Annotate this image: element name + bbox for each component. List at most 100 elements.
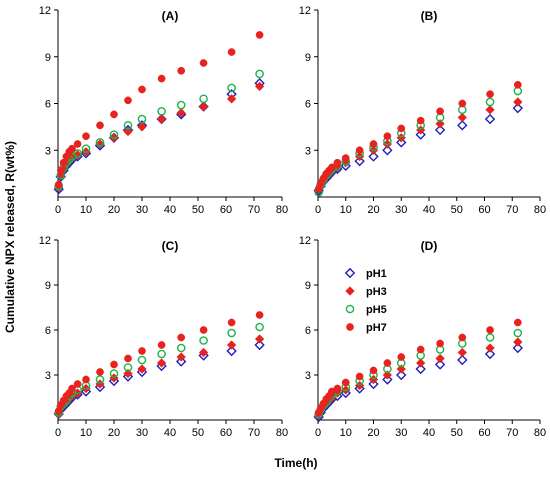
data-point <box>138 347 146 355</box>
data-point <box>137 114 147 124</box>
data-point <box>513 328 523 338</box>
data-point <box>369 140 378 148</box>
data-point <box>486 90 494 99</box>
data-point <box>434 359 446 370</box>
x-tick-label: 0 <box>55 427 61 439</box>
data-point <box>96 121 104 130</box>
data-point <box>383 359 392 367</box>
data-point <box>226 345 237 357</box>
legend-label: pH1 <box>366 268 387 280</box>
series-ph7 <box>54 31 264 189</box>
data-point <box>254 339 265 351</box>
data-point <box>457 112 467 123</box>
data-point <box>95 138 105 147</box>
data-point <box>199 326 208 334</box>
x-tick-label: 20 <box>108 204 120 216</box>
data-point <box>435 119 445 129</box>
data-point <box>333 158 342 167</box>
x-tick-label: 0 <box>315 427 321 439</box>
y-tick-label: 12 <box>39 5 51 17</box>
data-point <box>486 326 494 334</box>
data-point <box>123 368 133 379</box>
data-point <box>484 348 496 360</box>
series-ph7 <box>54 311 264 415</box>
data-point <box>177 333 186 342</box>
x-tick-label: 50 <box>451 204 463 216</box>
y-tick-label: 12 <box>39 235 51 247</box>
data-point <box>81 144 91 153</box>
x-tick-label: 80 <box>534 427 546 439</box>
series-ph3 <box>314 97 523 194</box>
panel-d-label: (D) <box>421 239 438 253</box>
data-point <box>397 124 406 133</box>
data-point <box>458 333 467 342</box>
legend-label: pH7 <box>366 322 387 334</box>
data-point <box>255 322 264 332</box>
y-tick-label: 3 <box>45 370 51 382</box>
data-point <box>157 341 166 349</box>
data-point <box>513 97 523 107</box>
data-point <box>124 354 132 363</box>
x-tick-label: 30 <box>395 427 407 439</box>
data-point <box>176 356 187 367</box>
x-tick-label: 60 <box>478 204 490 216</box>
series-ph5 <box>314 86 523 197</box>
data-point <box>457 354 468 366</box>
data-point <box>416 345 425 354</box>
legend-marker-ph3 <box>345 286 355 296</box>
y-tick-label: 12 <box>299 235 311 247</box>
data-point <box>484 113 496 125</box>
data-point <box>73 149 82 158</box>
y-tick-label: 3 <box>305 145 311 157</box>
x-tick-label: 20 <box>367 204 379 216</box>
panel-d: 0 10 20 30 40 50 60 70 80 3 6 9 12 (D) pH1 pH3 pH5 pH7 <box>299 235 546 439</box>
x-tick-label: 50 <box>192 204 204 216</box>
data-point <box>333 384 342 393</box>
data-point <box>156 114 167 124</box>
legend-label: pH3 <box>366 286 387 298</box>
data-point <box>68 384 76 393</box>
series-ph5 <box>54 69 264 191</box>
x-tick-label: 30 <box>136 427 148 439</box>
y-tick-label: 9 <box>45 52 51 64</box>
x-tick-label: 70 <box>248 204 260 216</box>
data-point <box>157 349 166 359</box>
data-point <box>227 48 236 56</box>
data-point <box>109 130 119 139</box>
data-point <box>368 151 379 162</box>
data-point <box>68 144 76 153</box>
data-point <box>255 31 264 39</box>
panel-b: 0 10 20 30 40 50 60 70 80 3 6 9 12 (B) <box>299 5 546 216</box>
data-point <box>485 333 495 342</box>
data-point <box>157 74 166 83</box>
data-point <box>227 83 236 93</box>
panel-c: 0 10 20 30 40 50 60 70 80 3 6 9 12 (C) <box>39 235 288 439</box>
data-point <box>355 146 364 155</box>
data-point <box>82 375 90 384</box>
data-point <box>226 340 237 350</box>
data-point <box>73 380 82 388</box>
y-axis-label: Cumulative NPX released, R(wt%) <box>3 141 17 333</box>
x-tick-label: 40 <box>164 427 176 439</box>
y-tick-label: 9 <box>305 52 311 64</box>
data-point <box>176 352 186 362</box>
data-point <box>176 108 186 118</box>
data-point <box>485 343 495 353</box>
data-point <box>176 100 186 110</box>
data-point <box>436 107 444 116</box>
data-point <box>255 311 264 319</box>
x-tick-label: 40 <box>423 204 435 216</box>
data-point <box>512 342 523 354</box>
data-point <box>137 122 147 132</box>
data-point <box>254 334 265 344</box>
y-tick-label: 6 <box>45 99 51 111</box>
data-point <box>123 126 133 137</box>
x-tick-label: 30 <box>136 204 148 216</box>
legend-item-ph5: pH5 <box>345 304 387 316</box>
data-point <box>157 106 166 116</box>
y-tick-label: 12 <box>299 5 311 17</box>
y-tick-label: 9 <box>45 280 51 292</box>
data-point <box>457 347 467 358</box>
y-tick-label: 3 <box>45 145 51 157</box>
